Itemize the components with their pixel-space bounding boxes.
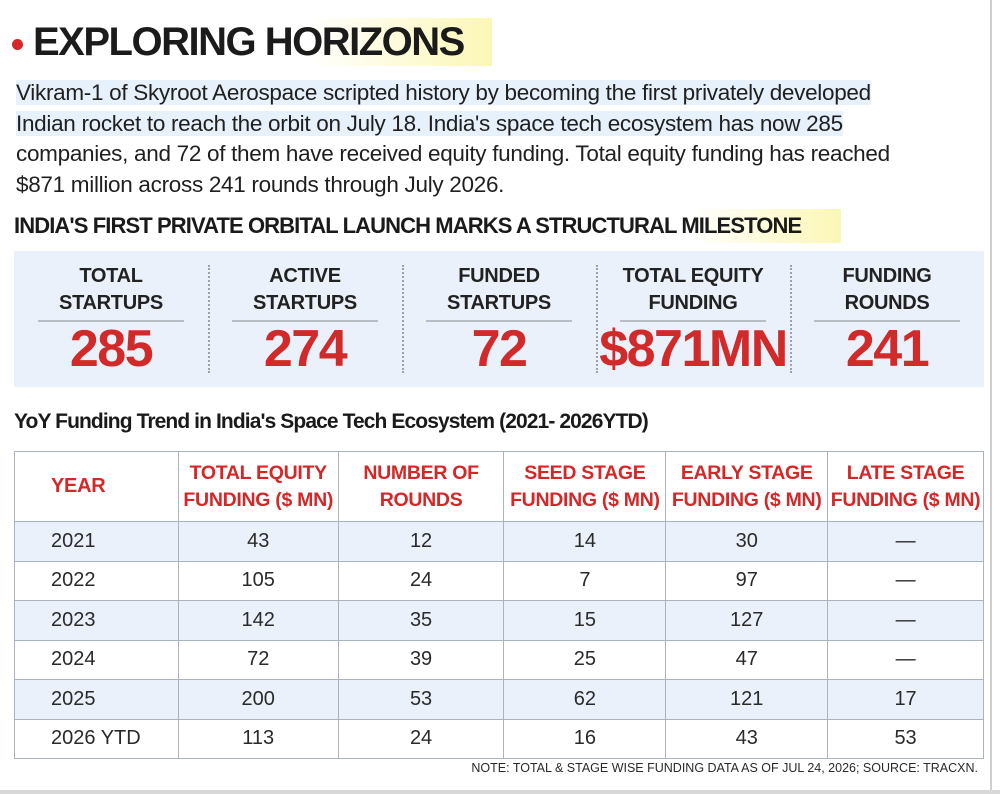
stat-active-startups: ACTIVE STARTUPS 274 [208, 251, 402, 387]
column-header-seed: SEED STAGE FUNDING ($ MN) [503, 451, 667, 522]
cell-seed: 14 [503, 521, 667, 562]
column-header-early: EARLY STAGE FUNDING ($ MN) [665, 451, 829, 522]
cell-seed: 7 [503, 560, 667, 601]
cell-late: — [827, 600, 984, 641]
stat-label: FUNDING ROUNDS [842, 265, 932, 314]
table-header-row: YEAR TOTAL EQUITY FUNDING ($ MN) NUMBER O… [14, 451, 984, 522]
stat-funded-startups: FUNDED STARTUPS 72 [402, 251, 596, 387]
frame-border-right [990, 0, 992, 794]
cell-total-equity: 200 [177, 679, 339, 720]
cell-early: 97 [665, 560, 829, 601]
cell-early: 121 [665, 679, 829, 720]
column-header-total-equity: TOTAL EQUITY FUNDING ($ MN) [177, 451, 339, 522]
table-row: 2026 YTD 113 24 16 43 53 [14, 718, 984, 759]
stat-label: TOTAL EQUITY FUNDING [622, 265, 764, 314]
cell-seed: 62 [503, 679, 667, 720]
cell-late: — [827, 639, 984, 680]
cell-year: 2024 [14, 639, 179, 680]
stat-divider [38, 320, 184, 322]
stat-label: TOTAL STARTUPS [59, 265, 163, 314]
stat-label: FUNDED STARTUPS [447, 265, 551, 314]
cell-year: 2021 [14, 521, 179, 562]
cell-year: 2023 [14, 600, 179, 641]
source-note: NOTE: TOTAL & STAGE WISE FUNDING DATA AS… [471, 761, 978, 775]
cell-rounds: 24 [337, 718, 505, 759]
stat-divider [426, 320, 572, 322]
stat-value: 72 [471, 320, 528, 378]
table-title: YoY Funding Trend in India's Space Tech … [14, 410, 649, 433]
stat-divider [232, 320, 378, 322]
cell-early: 43 [665, 718, 829, 759]
cell-early: 127 [665, 600, 829, 641]
cell-late: 17 [827, 679, 984, 720]
table-row: 2025 200 53 62 121 17 [14, 679, 984, 720]
headline: EXPLORING HORIZONS [12, 18, 492, 66]
column-header-late: LATE STAGE FUNDING ($ MN) [827, 451, 984, 522]
cell-rounds: 35 [337, 600, 505, 641]
table-row: 2024 72 39 25 47 — [14, 639, 984, 680]
frame-border-bottom [0, 790, 1000, 794]
cell-year: 2025 [14, 679, 179, 720]
funding-table: YEAR TOTAL EQUITY FUNDING ($ MN) NUMBER O… [14, 451, 984, 759]
intro-line-1: Vikram-1 of Skyroot Aerospace scripted h… [16, 80, 871, 105]
stat-value: 285 [69, 320, 154, 378]
stat-value: 274 [263, 320, 348, 378]
cell-late: 53 [827, 718, 984, 759]
stat-divider [814, 320, 960, 322]
cell-rounds: 39 [337, 639, 505, 680]
headline-title: EXPLORING HORIZONS [33, 18, 492, 66]
intro-paragraph: Vikram-1 of Skyroot Aerospace scripted h… [16, 78, 976, 200]
cell-year: 2026 YTD [14, 718, 179, 759]
stat-funding-rounds: FUNDING ROUNDS 241 [790, 251, 984, 387]
table-row: 2022 105 24 7 97 — [14, 560, 984, 601]
cell-late: — [827, 521, 984, 562]
cell-seed: 15 [503, 600, 667, 641]
column-header-rounds: NUMBER OF ROUNDS [337, 451, 505, 522]
column-header-year: YEAR [14, 451, 179, 522]
subheading: INDIA'S FIRST PRIVATE ORBITAL LAUNCH MAR… [14, 209, 842, 243]
cell-total-equity: 72 [177, 639, 339, 680]
stat-divider [620, 320, 766, 322]
table-row: 2023 142 35 15 127 — [14, 600, 984, 641]
cell-year: 2022 [14, 560, 179, 601]
bullet-dot-icon [12, 38, 23, 50]
cell-total-equity: 105 [177, 560, 339, 601]
stat-value: 241 [845, 320, 930, 378]
cell-rounds: 53 [337, 679, 505, 720]
stat-total-equity-funding: TOTAL EQUITY FUNDING $871MN [596, 251, 790, 387]
cell-total-equity: 142 [177, 600, 339, 641]
intro-line-4: $871 million across 241 rounds through J… [16, 171, 505, 197]
table-row: 2021 43 12 14 30 — [14, 521, 984, 562]
cell-early: 30 [665, 521, 829, 562]
stat-total-startups: TOTAL STARTUPS 285 [14, 251, 208, 387]
cell-seed: 25 [503, 639, 667, 680]
stat-label: ACTIVE STARTUPS [253, 265, 357, 314]
cell-rounds: 12 [337, 521, 505, 562]
cell-total-equity: 43 [177, 521, 339, 562]
cell-seed: 16 [503, 718, 667, 759]
cell-early: 47 [665, 639, 829, 680]
intro-line-3: companies, and 72 of them have received … [16, 141, 890, 166]
stats-panel: TOTAL STARTUPS 285 ACTIVE STARTUPS 274 FUN… [14, 251, 984, 387]
stat-value: $871MN [599, 320, 788, 378]
cell-rounds: 24 [337, 560, 505, 601]
cell-late: — [827, 560, 984, 601]
intro-line-2: Indian rocket to reach the orbit on July… [16, 110, 843, 136]
cell-total-equity: 113 [177, 718, 339, 759]
